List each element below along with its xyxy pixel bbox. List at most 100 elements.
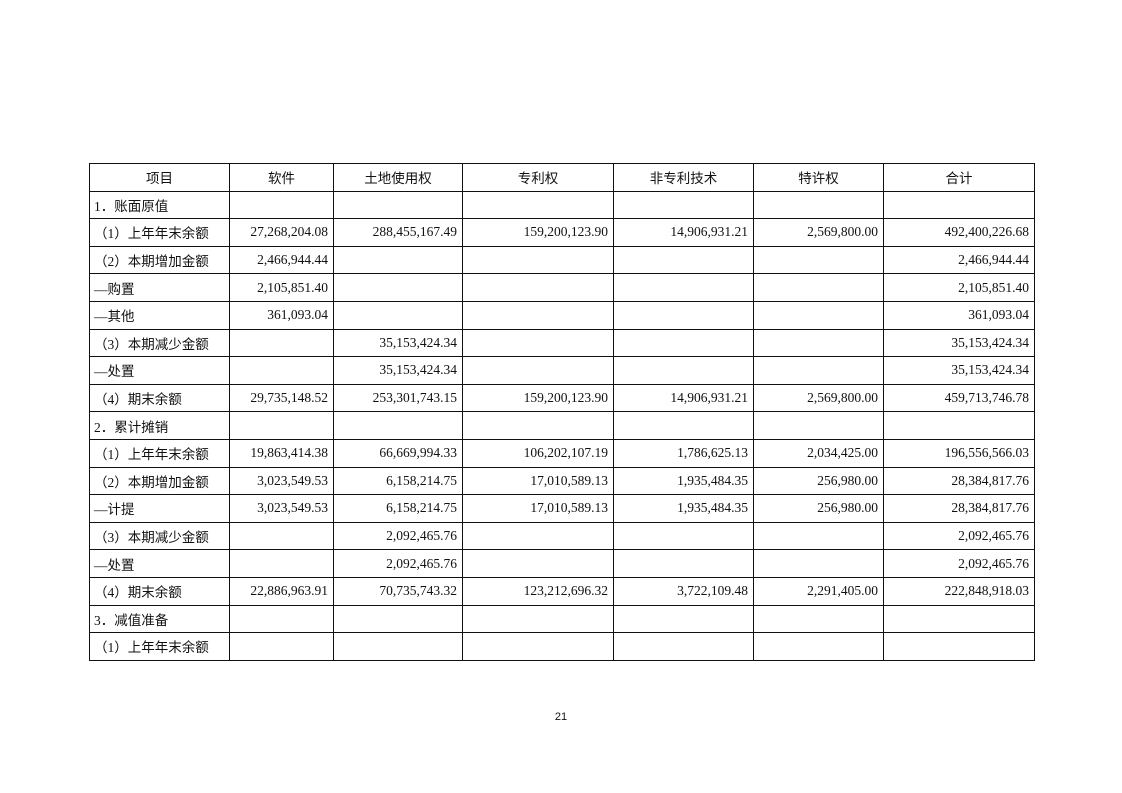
value-cell [753, 604, 884, 634]
value-cell [613, 190, 754, 220]
value-cell: 2,466,944.44 [883, 245, 1035, 275]
value-cell [753, 300, 884, 330]
value-cell: 17,010,589.13 [462, 494, 614, 523]
value-cell: 2,466,944.44 [229, 245, 334, 275]
table-row: （1）上年年末余额 [89, 632, 1035, 661]
value-cell [462, 632, 614, 661]
value-cell: 159,200,123.90 [462, 218, 614, 247]
value-cell [333, 604, 463, 634]
value-cell [462, 604, 614, 634]
value-cell: 29,735,148.52 [229, 383, 334, 413]
value-cell [462, 411, 614, 440]
column-header: 软件 [229, 163, 334, 192]
column-header: 项目 [89, 163, 230, 192]
page-number: 21 [554, 711, 568, 723]
value-cell [462, 300, 614, 330]
value-cell: 159,200,123.90 [462, 383, 614, 413]
value-cell: 492,400,226.68 [883, 218, 1035, 247]
value-cell: 123,212,696.32 [462, 576, 614, 606]
value-cell [753, 549, 884, 578]
table-row: （2）本期增加金额 3,023,549.53 6,158,214.75 17,010,… [89, 466, 1035, 496]
row-label: （3）本期减少金额 [89, 328, 230, 358]
value-cell [613, 356, 754, 385]
value-cell [883, 190, 1035, 220]
table-row: （3）本期减少金额 2,092,465.76 2,092,465.76 [89, 521, 1035, 551]
value-cell [229, 328, 334, 358]
value-cell [462, 245, 614, 275]
table-row: （4）期末余额 22,886,963.91 70,735,743.32 123,212… [89, 576, 1035, 606]
table-row: —处置 2,092,465.76 2,092,465.76 [89, 549, 1035, 578]
table-row: —处置 35,153,424.34 35,153,424.34 [89, 356, 1035, 385]
table-row: —计提 3,023,549.53 6,158,214.75 17,010,589.13… [89, 494, 1035, 523]
value-cell: 3,023,549.53 [229, 494, 334, 523]
row-label: —计提 [89, 494, 230, 523]
value-cell [613, 245, 754, 275]
value-cell: 17,010,589.13 [462, 466, 614, 496]
value-cell [753, 632, 884, 661]
value-cell: 256,980.00 [753, 494, 884, 523]
row-label: （1）上年年末余额 [89, 218, 230, 247]
value-cell [753, 411, 884, 440]
value-cell: 256,980.00 [753, 466, 884, 496]
row-label: —购置 [89, 273, 230, 302]
value-cell: 196,556,566.03 [883, 438, 1035, 468]
value-cell: 22,886,963.91 [229, 576, 334, 606]
value-cell: 35,153,424.34 [333, 328, 463, 358]
table-row: （1）上年年末余额 19,863,414.38 66,669,994.33 106,2… [89, 438, 1035, 468]
column-header: 专利权 [462, 163, 614, 192]
value-cell [753, 190, 884, 220]
value-cell [462, 549, 614, 578]
column-header: 合计 [883, 163, 1035, 192]
table-row: 3．减值准备 [89, 604, 1035, 634]
row-label: （4）期末余额 [89, 576, 230, 606]
value-cell [613, 328, 754, 358]
value-cell [883, 632, 1035, 661]
value-cell: 106,202,107.19 [462, 438, 614, 468]
value-cell: 2,569,800.00 [753, 218, 884, 247]
row-label: （4）期末余额 [89, 383, 230, 413]
value-cell [883, 411, 1035, 440]
table-row: 1．账面原值 [89, 190, 1035, 220]
value-cell [753, 328, 884, 358]
value-cell [753, 273, 884, 302]
value-cell [613, 411, 754, 440]
value-cell: 2,092,465.76 [333, 521, 463, 551]
value-cell: 70,735,743.32 [333, 576, 463, 606]
value-cell [462, 190, 614, 220]
value-cell: 66,669,994.33 [333, 438, 463, 468]
value-cell [462, 273, 614, 302]
value-cell [333, 300, 463, 330]
value-cell: 1,935,484.35 [613, 494, 754, 523]
row-label: （2）本期增加金额 [89, 466, 230, 496]
value-cell [333, 411, 463, 440]
value-cell [753, 245, 884, 275]
value-cell: 27,268,204.08 [229, 218, 334, 247]
row-label: 1．账面原值 [89, 190, 230, 220]
value-cell: 28,384,817.76 [883, 466, 1035, 496]
value-cell: 253,301,743.15 [333, 383, 463, 413]
value-cell [613, 273, 754, 302]
value-cell [462, 328, 614, 358]
value-cell [613, 300, 754, 330]
value-cell [229, 604, 334, 634]
value-cell: 2,105,851.40 [229, 273, 334, 302]
value-cell: 2,291,405.00 [753, 576, 884, 606]
value-cell [613, 521, 754, 551]
value-cell [229, 632, 334, 661]
value-cell: 19,863,414.38 [229, 438, 334, 468]
value-cell: 35,153,424.34 [883, 356, 1035, 385]
table-body: 1．账面原值 （1）上年年末余额 27,268,204.08 288,455,167.… [89, 190, 1035, 661]
table-row: 2．累计摊销 [89, 411, 1035, 440]
column-header: 土地使用权 [333, 163, 463, 192]
value-cell: 3,722,109.48 [613, 576, 754, 606]
row-label: （1）上年年末余额 [89, 438, 230, 468]
value-cell: 2,092,465.76 [883, 521, 1035, 551]
value-cell: 14,906,931.21 [613, 383, 754, 413]
value-cell: 1,935,484.35 [613, 466, 754, 496]
row-label: —处置 [89, 356, 230, 385]
intangible-assets-table: 项目 软件 土地使用权 专利权 非专利技术 特许权 合计 1．账面原值 （1）上年年末余额 27… [89, 163, 1035, 661]
value-cell [229, 190, 334, 220]
value-cell: 35,153,424.34 [333, 356, 463, 385]
value-cell: 2,092,465.76 [333, 549, 463, 578]
row-label: （2）本期增加金额 [89, 245, 230, 275]
